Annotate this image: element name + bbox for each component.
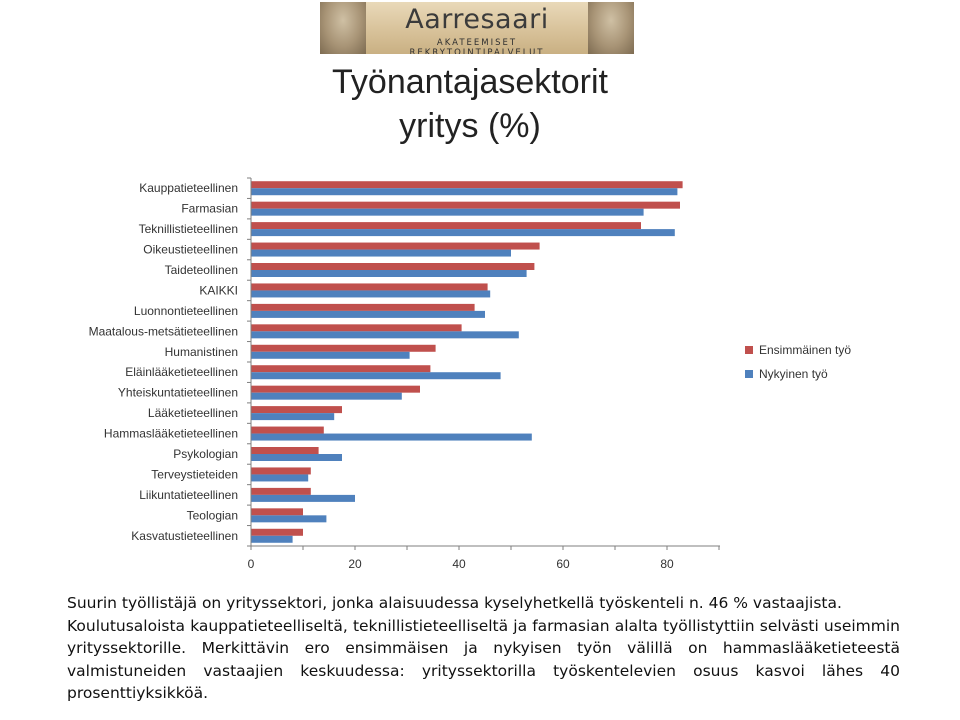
category-label: Kasvatustieteellinen: [131, 529, 238, 543]
bar-first-job: [251, 324, 462, 332]
x-tick-label: 80: [660, 557, 674, 571]
bar-first-job: [251, 201, 680, 209]
bar-first-job: [251, 467, 311, 475]
bar-current-job: [251, 454, 342, 461]
bar-first-job: [251, 385, 420, 393]
bar-first-job: [251, 303, 475, 311]
x-tick-label: 40: [452, 557, 466, 571]
caption-paragraph-2: Koulutusaloista kauppatieteelliseltä, te…: [67, 616, 900, 703]
logo-tagline: AKATEEMISET REKRYTOINTIPALVELUT: [409, 38, 545, 54]
title-line-2: yritys (%): [399, 107, 541, 145]
bar-current-job: [251, 535, 293, 543]
legend-swatch: [745, 370, 753, 378]
bar-first-job: [251, 344, 436, 352]
category-label: Yhteiskuntatieteellinen: [118, 386, 238, 400]
axes: [247, 177, 720, 550]
bar-current-job: [251, 188, 678, 196]
category-label: Kauppatieteellinen: [139, 181, 238, 195]
legend-label: Ensimmäinen työ: [759, 343, 851, 357]
bar-current-job: [251, 310, 485, 318]
caption-paragraph-1: Suurin työllistäjä on yrityssektori, jon…: [67, 594, 842, 612]
bar-current-job: [251, 249, 511, 257]
bar-current-job: [251, 290, 491, 298]
category-label: Oikeustieteellinen: [143, 243, 238, 257]
bar-first-job: [251, 283, 488, 291]
category-label: Teknillistieteellinen: [139, 222, 238, 236]
legend-swatch: [745, 346, 753, 354]
title-line-1: Työnantajasektorit: [332, 63, 608, 101]
bar-first-job: [251, 508, 303, 516]
bar-current-job: [251, 515, 327, 523]
statue-right-image: [588, 2, 634, 54]
bar-current-job: [251, 474, 309, 482]
bar-current-job: [251, 494, 355, 502]
x-tick-label: 20: [348, 557, 362, 571]
bar-first-job: [251, 181, 683, 189]
category-label: Teologian: [187, 508, 238, 522]
bar-current-job: [251, 372, 501, 380]
bar-first-job: [251, 447, 319, 454]
bar-current-job: [251, 433, 532, 441]
category-label: Taideteollinen: [165, 263, 238, 277]
bar-first-job: [251, 406, 342, 414]
bar-current-job: [251, 413, 335, 421]
statue-left-image: [320, 2, 366, 54]
bar-first-job: [251, 487, 311, 495]
category-label: Terveystieteiden: [151, 467, 238, 481]
bar-chart: Kauppatieteellinen Farmasian Teknillistiet…: [89, 177, 851, 571]
category-label: Psykologian: [173, 447, 238, 461]
logo-brand: Aarresaari: [405, 4, 549, 35]
caption: Suurin työllistäjä on yrityssektori, jon…: [67, 592, 900, 705]
aarresaari-logo: Aarresaari AKATEEMISET REKRYTOINTIPALVEL…: [320, 2, 634, 54]
bar-first-job: [251, 426, 324, 434]
category-labels: Kauppatieteellinen Farmasian Teknillistiet…: [89, 181, 238, 543]
bar-current-job: [251, 392, 402, 400]
category-label: Farmasian: [181, 202, 238, 216]
legend: Ensimmäinen työ Nykyinen työ: [745, 343, 851, 381]
slide-title: Työnantajasektorit yritys (%): [250, 60, 690, 148]
bar-first-job: [251, 222, 641, 230]
bar-current-job: [251, 351, 410, 359]
legend-label: Nykyinen työ: [759, 367, 828, 381]
bar-first-job: [251, 242, 540, 250]
category-label: Eläinlääketieteellinen: [125, 365, 238, 379]
bar-current-job: [251, 208, 644, 216]
category-label: Maatalous-metsätieteellinen: [89, 324, 238, 338]
bar-first-job: [251, 263, 535, 270]
x-tick-label: 0: [248, 557, 255, 571]
bar-first-job: [251, 365, 431, 373]
category-label: Hammaslääketieteellinen: [104, 427, 238, 441]
x-tick-labels: 0 20 40 60 80: [248, 557, 674, 571]
category-label: Lääketieteellinen: [148, 406, 238, 420]
category-label: KAIKKI: [199, 283, 238, 297]
bar-current-job: [251, 331, 519, 339]
x-tick-label: 60: [556, 557, 570, 571]
category-label: Liikuntatieteellinen: [139, 488, 238, 502]
bar-current-job: [251, 270, 527, 277]
category-label: Humanistinen: [165, 345, 238, 359]
bar-current-job: [251, 229, 675, 237]
bar-first-job: [251, 528, 303, 536]
category-label: Luonnontieteellinen: [134, 304, 238, 318]
bars: [251, 181, 683, 543]
